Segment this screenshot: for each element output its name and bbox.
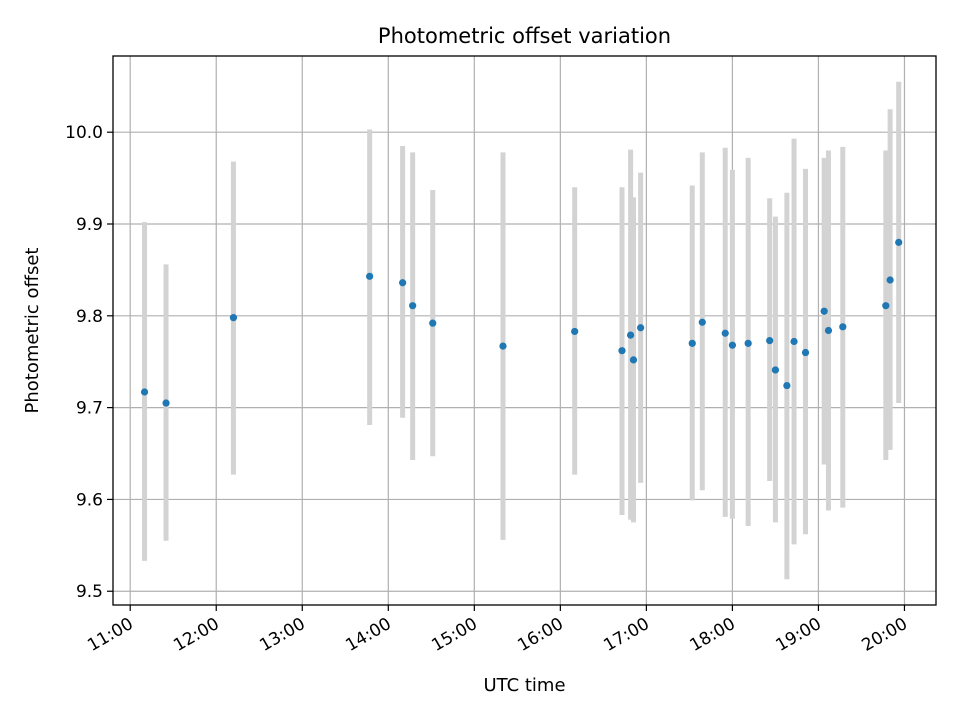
y-axis: 9.5 9.6 9.7 9.8 9.9 10.0 — [65, 123, 113, 602]
grid — [113, 56, 936, 605]
y-tick-label: 9.7 — [76, 399, 103, 419]
data-point — [140, 388, 149, 396]
data-point — [820, 307, 828, 315]
data-point — [895, 238, 903, 246]
data-point — [429, 319, 437, 327]
data-point — [783, 381, 791, 390]
data-point — [766, 336, 774, 345]
y-tick-label: 9.9 — [76, 215, 103, 235]
data-point — [824, 326, 833, 335]
data-point — [629, 356, 638, 364]
data-point — [886, 276, 894, 284]
chart-title: Photometric offset variation — [378, 24, 671, 48]
data-point — [688, 339, 696, 347]
data-point — [728, 341, 737, 349]
data-point — [571, 327, 579, 336]
x-axis-label: UTC time — [483, 675, 565, 696]
data-point — [790, 337, 798, 346]
data-point — [409, 302, 417, 310]
data-point — [698, 318, 706, 326]
data-point — [882, 302, 890, 310]
data-point — [162, 399, 170, 407]
data-point — [637, 324, 645, 332]
data-point — [744, 339, 752, 347]
data-point — [839, 323, 847, 331]
data-point — [229, 314, 238, 322]
y-tick-label: 9.5 — [76, 582, 103, 602]
data-point — [399, 279, 407, 287]
data-point — [618, 347, 626, 355]
data-point — [721, 329, 729, 337]
data-point — [366, 272, 374, 280]
data-point — [627, 331, 635, 339]
data-point — [771, 366, 780, 374]
y-tick-label: 9.8 — [76, 307, 103, 327]
y-axis-label: Photometric offset — [22, 248, 43, 414]
plot-frame — [112, 55, 937, 606]
y-tick-label: 10.0 — [65, 123, 103, 143]
y-tick-label: 9.6 — [76, 490, 103, 510]
data-point — [801, 348, 810, 357]
data-points — [140, 238, 903, 407]
data-point — [499, 342, 507, 350]
